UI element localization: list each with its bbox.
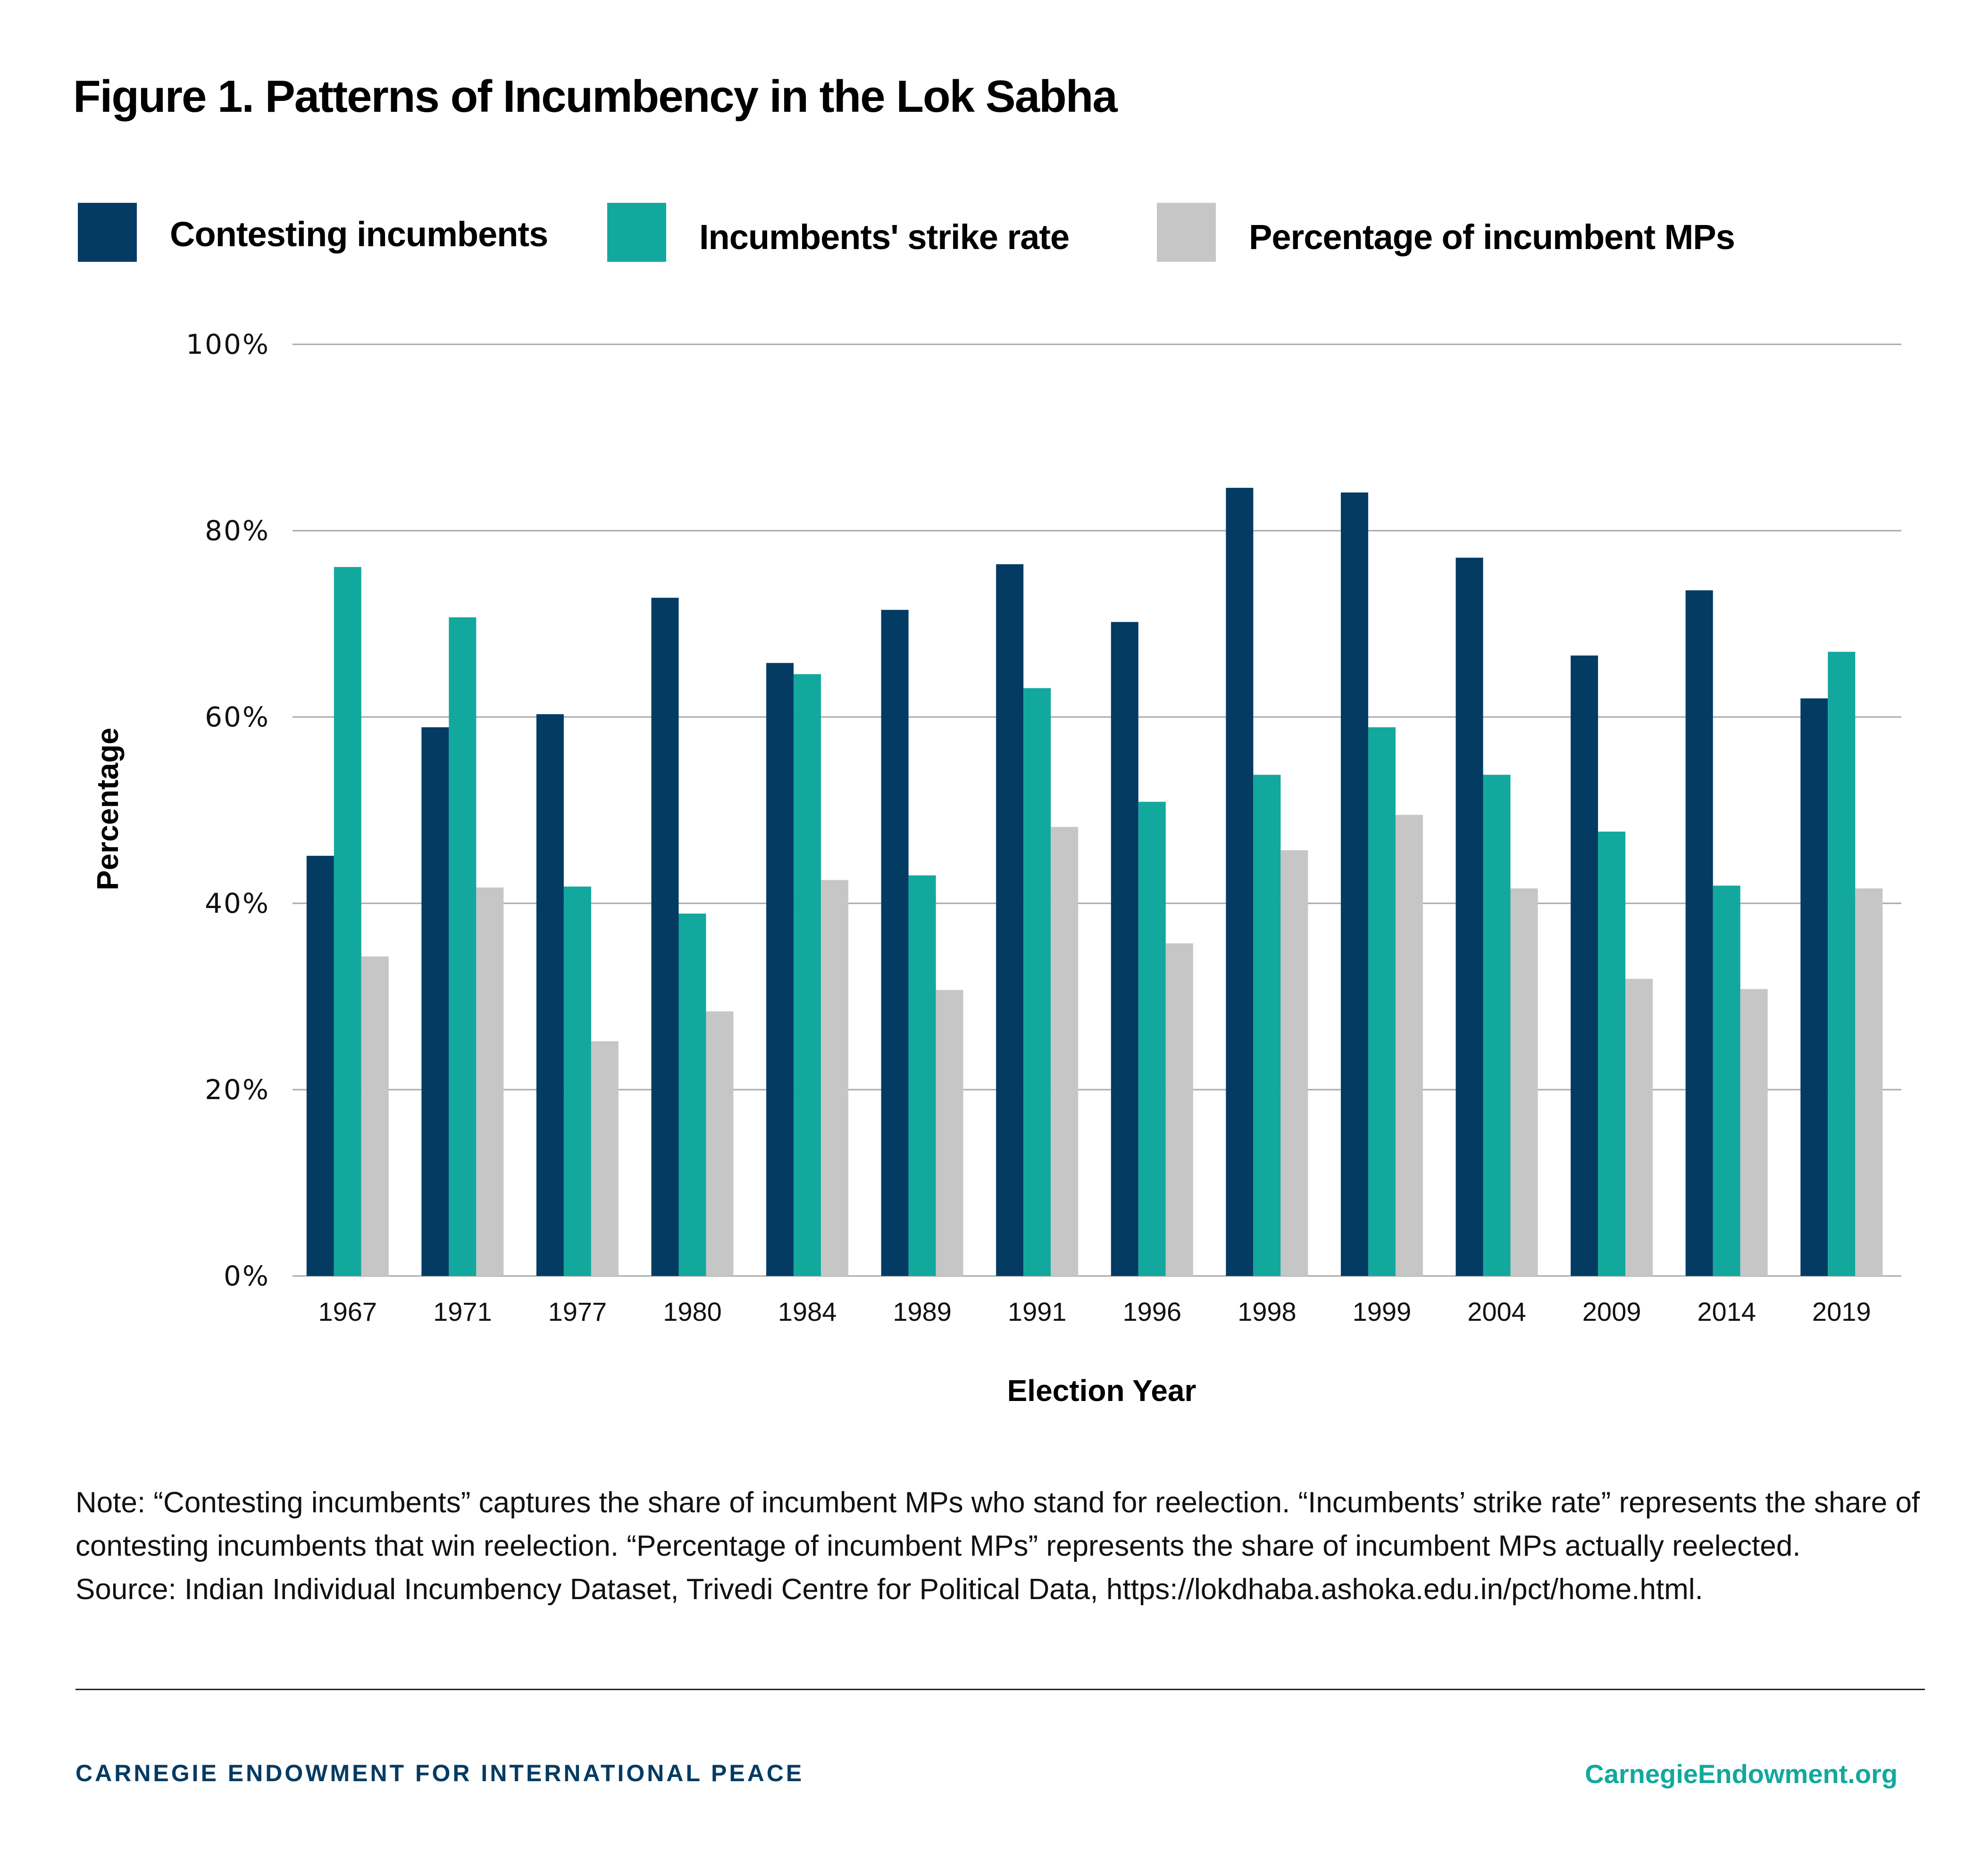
bar-incumbents-strike-rate-1977 (563, 886, 591, 1276)
bar-contesting-incumbents-2004 (1456, 558, 1483, 1276)
bar-group-1996 (1111, 622, 1193, 1276)
legend: Contesting incumbents Incumbents' strike… (78, 203, 1918, 264)
bar-group-2009 (1571, 655, 1653, 1276)
y-tick-label: 60% (205, 701, 270, 733)
x-tick-label: 2004 (1467, 1297, 1526, 1326)
bar-incumbents-strike-rate-1991 (1023, 688, 1051, 1276)
footer-divider (75, 1689, 1925, 1690)
x-tick-label: 1999 (1353, 1297, 1412, 1326)
bar-incumbents-strike-rate-1967 (334, 567, 361, 1276)
chart-title: Figure 1. Patterns of Incumbency in the … (73, 71, 1118, 122)
bar-group-1984 (766, 663, 849, 1276)
bar-group-1989 (881, 609, 963, 1276)
x-tick-label: 1980 (663, 1297, 722, 1326)
bar-contesting-incumbents-1991 (996, 564, 1024, 1276)
note-text: Note: “Contesting incumbents” captures t… (75, 1486, 1920, 1562)
legend-label: Incumbents' strike rate (699, 217, 1070, 257)
x-tick-label: 1998 (1238, 1297, 1297, 1326)
x-tick-label: 1967 (318, 1297, 377, 1326)
bar-contesting-incumbents-1971 (421, 727, 449, 1276)
bar-percentage-of-incumbent-mps-1971 (476, 887, 504, 1276)
bar-group-1980 (651, 598, 734, 1276)
bar-contesting-incumbents-1996 (1111, 622, 1138, 1276)
bar-group-1971 (421, 617, 504, 1276)
bar-percentage-of-incumbent-mps-1998 (1280, 850, 1308, 1276)
x-tick-label: 1991 (1008, 1297, 1067, 1326)
bar-contesting-incumbents-1989 (881, 609, 909, 1276)
y-axis-title: Percentage (91, 727, 125, 890)
x-tick-label: 2009 (1582, 1297, 1641, 1326)
y-tick-label: 0% (224, 1260, 270, 1292)
bar-group-1977 (536, 714, 619, 1276)
bar-incumbents-strike-rate-2009 (1598, 831, 1626, 1276)
bar-group-1998 (1226, 488, 1308, 1276)
x-tick-label: 1989 (893, 1297, 952, 1326)
organization-name: CARNEGIE ENDOWMENT FOR INTERNATIONAL PEA… (75, 1760, 804, 1786)
bar-percentage-of-incumbent-mps-2019 (1855, 888, 1883, 1276)
bar-incumbents-strike-rate-1999 (1368, 727, 1396, 1276)
bar-contesting-incumbents-2009 (1571, 655, 1598, 1276)
x-axis-ticks: 1967 1971 1977 1980 1984 1989 1991 1996 1998 1999… (318, 1297, 1871, 1326)
bar-group-1991 (996, 564, 1079, 1276)
bar-group-1999 (1340, 492, 1423, 1276)
bar-contesting-incumbents-1977 (536, 714, 564, 1276)
x-axis-title: Election Year (1007, 1374, 1196, 1408)
y-tick-label: 40% (205, 887, 270, 919)
bar-percentage-of-incumbent-mps-1967 (361, 956, 389, 1276)
bar-incumbents-strike-rate-1998 (1253, 775, 1281, 1276)
bar-contesting-incumbents-1967 (306, 856, 334, 1276)
x-tick-label: 1984 (778, 1297, 837, 1326)
bar-percentage-of-incumbent-mps-1999 (1395, 815, 1423, 1276)
legend-label: Percentage of incumbent MPs (1249, 217, 1735, 257)
bar-group-2014 (1685, 590, 1768, 1276)
bar-incumbents-strike-rate-1971 (449, 617, 477, 1276)
bar-incumbents-strike-rate-1996 (1138, 801, 1166, 1276)
bar-chart: 0%20%40%60%80%100% 1967 1971 1977 1980 1984 1… (91, 328, 1901, 1408)
website-link[interactable]: CarnegieEndowment.org (1585, 1759, 1898, 1789)
x-tick-label: 1977 (548, 1297, 607, 1326)
y-axis-ticks: 0% 20% 40% 60% 80% 100% (186, 328, 270, 1292)
bar-incumbents-strike-rate-2004 (1483, 775, 1511, 1276)
bar-contesting-incumbents-1984 (766, 663, 794, 1276)
bar-percentage-of-incumbent-mps-1991 (1051, 827, 1079, 1276)
y-tick-label: 20% (205, 1074, 270, 1106)
bar-contesting-incumbents-1980 (651, 598, 679, 1276)
bar-incumbents-strike-rate-2019 (1828, 651, 1856, 1276)
bar-incumbents-strike-rate-1984 (794, 674, 821, 1276)
bar-percentage-of-incumbent-mps-1980 (706, 1011, 734, 1276)
bar-group-2019 (1800, 651, 1883, 1276)
bar-percentage-of-incumbent-mps-1977 (591, 1041, 619, 1276)
x-tick-label: 2019 (1812, 1297, 1871, 1326)
bar-contesting-incumbents-1998 (1226, 488, 1254, 1276)
bar-contesting-incumbents-1999 (1340, 492, 1368, 1276)
bar-incumbents-strike-rate-2014 (1713, 885, 1740, 1276)
x-tick-label: 1971 (433, 1297, 492, 1326)
legend-label: Contesting incumbents (170, 215, 548, 254)
y-tick-label: 100% (186, 328, 270, 360)
legend-swatch (607, 203, 666, 262)
notes: Note: “Contesting incumbents” captures t… (75, 1481, 1939, 1611)
bar-percentage-of-incumbent-mps-2004 (1510, 888, 1538, 1276)
bar-group-1967 (306, 567, 389, 1276)
x-tick-label: 1996 (1122, 1297, 1181, 1326)
bar-group-2004 (1456, 558, 1538, 1276)
bar-percentage-of-incumbent-mps-2009 (1625, 978, 1653, 1276)
source-text: Source: Indian Individual Incumbency Dat… (75, 1573, 1703, 1606)
bar-contesting-incumbents-2019 (1800, 698, 1828, 1276)
bar-contesting-incumbents-2014 (1685, 590, 1713, 1276)
gridlines (293, 343, 1901, 1277)
bars (306, 488, 1883, 1276)
bar-percentage-of-incumbent-mps-1996 (1165, 943, 1193, 1276)
bar-percentage-of-incumbent-mps-1984 (821, 880, 849, 1276)
legend-swatch (78, 203, 137, 262)
bar-percentage-of-incumbent-mps-1989 (936, 990, 963, 1276)
bar-incumbents-strike-rate-1980 (678, 913, 706, 1276)
y-tick-label: 80% (205, 515, 270, 547)
bar-percentage-of-incumbent-mps-2014 (1740, 989, 1768, 1276)
bar-incumbents-strike-rate-1989 (908, 875, 936, 1276)
legend-swatch (1157, 203, 1216, 262)
x-tick-label: 2014 (1697, 1297, 1756, 1326)
